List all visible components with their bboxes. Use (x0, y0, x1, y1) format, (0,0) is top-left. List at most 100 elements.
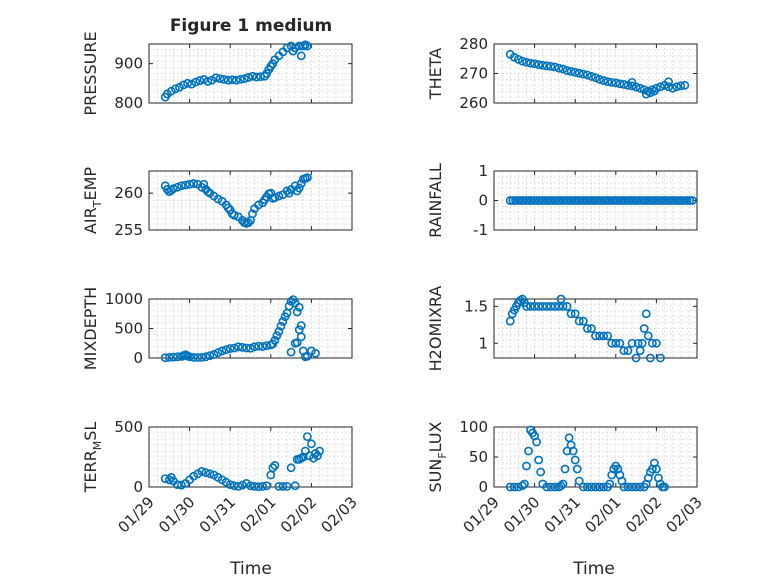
data-point (570, 455, 580, 465)
data-point (687, 196, 697, 205)
data-point (578, 316, 588, 326)
data-point (639, 324, 649, 333)
data-point (560, 464, 570, 474)
data-point (201, 352, 211, 362)
data-point (274, 191, 284, 201)
data-point (556, 481, 566, 491)
x-tick-label: 02/03 (318, 493, 361, 536)
data-point (162, 185, 172, 194)
data-point (520, 479, 529, 489)
y-axis-label: SUNFLUX (426, 421, 449, 492)
data-point (550, 301, 560, 311)
data-point (315, 446, 324, 456)
data-point (627, 482, 637, 492)
data-point (652, 464, 661, 474)
axes-outline (493, 298, 698, 359)
data-point (582, 482, 592, 492)
y-tick-label: 900 (114, 55, 143, 73)
data-point (631, 353, 641, 363)
x-tick-label: 01/29 (460, 493, 503, 536)
data-point (292, 454, 302, 464)
y-tick-label: 0 (478, 478, 488, 496)
y-tick-label: 100 (459, 418, 488, 436)
y-tick-label: 270 (459, 65, 488, 83)
data-point (680, 80, 690, 90)
y-axis-label: RAINFALL (426, 163, 445, 238)
y-tick-label: 800 (114, 94, 143, 112)
data-point (534, 301, 544, 311)
data-point (270, 193, 280, 202)
data-point (542, 482, 552, 492)
figure-title: Figure 1 medium (170, 16, 332, 36)
data-point (591, 331, 600, 341)
data-point (582, 70, 592, 80)
data-point (518, 481, 527, 491)
data-point (526, 58, 535, 68)
y-axis-label: TERRMSL (81, 422, 104, 494)
data-point (242, 343, 251, 353)
data-point (229, 481, 239, 491)
data-point (284, 188, 294, 198)
data-point (587, 72, 596, 81)
data-point (296, 51, 306, 61)
data-point (233, 342, 243, 352)
data-point (173, 480, 182, 489)
subplot-h2omixra: 1 1.5 H2OMIXRA (426, 286, 698, 371)
subplot-airtemp: 255 260 AIRTEMP (81, 167, 353, 239)
y-tick-label: 0 (478, 192, 488, 210)
data-point (546, 482, 556, 492)
data-point (201, 468, 211, 477)
data-point (603, 77, 613, 87)
data-point (607, 77, 617, 87)
data-point (546, 301, 556, 311)
data-point (296, 453, 306, 463)
data-point (578, 482, 588, 492)
data-point (513, 54, 523, 64)
y-tick-label: 500 (114, 320, 143, 338)
x-tick-label: 01/30 (155, 493, 198, 536)
data-point (282, 186, 292, 196)
data-point (664, 82, 673, 92)
data-point (250, 342, 259, 352)
data-point (302, 432, 312, 441)
y-tick-label: 50 (469, 448, 488, 466)
data-point (252, 72, 261, 82)
data-point (173, 182, 182, 192)
data-point (550, 482, 560, 492)
y-tick-label: -1 (473, 221, 488, 239)
data-point (546, 62, 556, 71)
data-point (611, 338, 621, 348)
data-point (278, 481, 288, 491)
x-tick-label: 02/01 (236, 493, 279, 536)
data-point (542, 61, 552, 71)
data-point (530, 59, 539, 69)
data-point (558, 479, 568, 489)
data-point (240, 74, 249, 84)
data-point (623, 346, 633, 356)
data-point (199, 179, 209, 189)
data-point (505, 482, 515, 492)
data-point (231, 75, 241, 85)
y-tick-label: 0 (133, 478, 143, 496)
x-tick-label: 01/29 (115, 493, 158, 536)
data-point (294, 41, 304, 51)
data-point (229, 343, 239, 353)
data-point (685, 196, 695, 205)
data-point (672, 82, 682, 92)
data-point (183, 78, 192, 88)
y-tick-label: 1 (478, 334, 488, 352)
data-point (244, 73, 253, 82)
data-point (595, 75, 604, 84)
data-point (168, 352, 178, 362)
data-point (682, 196, 692, 205)
data-point (258, 481, 268, 491)
data-point (542, 301, 552, 311)
data-point (197, 353, 207, 362)
subplot-rainfall: -1 0 1 RAINFALL (426, 162, 698, 239)
data-point (522, 57, 531, 67)
data-point (274, 481, 284, 491)
data-point (191, 77, 201, 87)
data-point (524, 446, 533, 456)
data-point (286, 463, 296, 473)
data-point (570, 67, 580, 77)
